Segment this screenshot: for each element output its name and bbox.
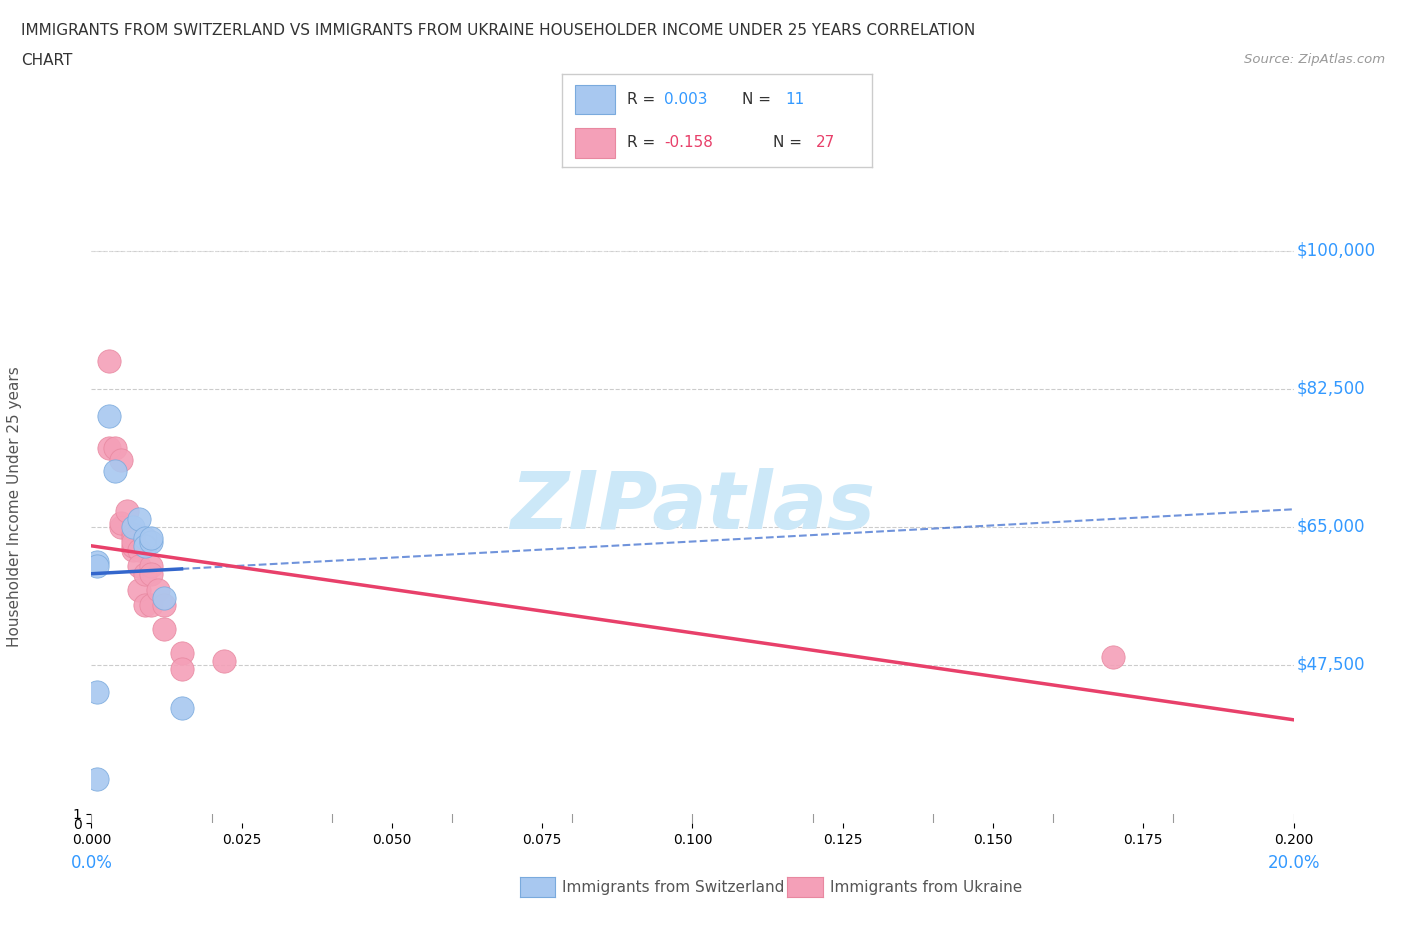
Point bbox=[146, 582, 169, 597]
Point bbox=[141, 566, 163, 581]
Point bbox=[110, 452, 132, 467]
Text: ZIPatlas: ZIPatlas bbox=[510, 468, 875, 546]
Text: R =: R = bbox=[627, 135, 661, 150]
Point bbox=[128, 559, 150, 574]
Text: CHART: CHART bbox=[21, 53, 73, 68]
Text: $47,500: $47,500 bbox=[1296, 656, 1365, 673]
Text: Householder Income Under 25 years: Householder Income Under 25 years bbox=[7, 366, 21, 647]
Text: 0.0%: 0.0% bbox=[70, 854, 112, 871]
Point bbox=[104, 440, 127, 455]
Point bbox=[170, 645, 193, 660]
Point bbox=[134, 538, 156, 553]
Text: 0.003: 0.003 bbox=[665, 92, 709, 107]
Point bbox=[98, 440, 121, 455]
Text: N =: N = bbox=[742, 92, 776, 107]
Text: $100,000: $100,000 bbox=[1296, 242, 1375, 259]
Text: 27: 27 bbox=[815, 135, 835, 150]
Point bbox=[98, 408, 121, 423]
Point bbox=[122, 543, 145, 558]
Point bbox=[152, 591, 174, 605]
Point bbox=[170, 700, 193, 715]
Point bbox=[128, 582, 150, 597]
Point bbox=[86, 559, 108, 574]
Point bbox=[128, 512, 150, 526]
Point bbox=[134, 598, 156, 613]
Text: $82,500: $82,500 bbox=[1296, 379, 1365, 397]
Point bbox=[1102, 649, 1125, 664]
Point bbox=[141, 531, 163, 546]
Point bbox=[86, 554, 108, 569]
Point bbox=[152, 621, 174, 636]
Point bbox=[128, 543, 150, 558]
Point bbox=[122, 535, 145, 550]
Text: -0.158: -0.158 bbox=[665, 135, 713, 150]
Point bbox=[117, 503, 139, 518]
Text: R =: R = bbox=[627, 92, 661, 107]
Bar bbox=[575, 85, 614, 114]
Point bbox=[86, 684, 108, 699]
Text: Immigrants from Ukraine: Immigrants from Ukraine bbox=[830, 880, 1022, 895]
Text: 20.0%: 20.0% bbox=[1267, 854, 1320, 871]
Text: Immigrants from Switzerland: Immigrants from Switzerland bbox=[562, 880, 785, 895]
Point bbox=[141, 535, 163, 550]
Point bbox=[122, 519, 145, 534]
Text: $65,000: $65,000 bbox=[1296, 518, 1365, 536]
Point bbox=[152, 598, 174, 613]
Text: Source: ZipAtlas.com: Source: ZipAtlas.com bbox=[1244, 53, 1385, 66]
Point bbox=[98, 353, 121, 368]
Point bbox=[122, 527, 145, 542]
Text: N =: N = bbox=[773, 135, 807, 150]
Point bbox=[86, 772, 108, 787]
Point bbox=[134, 566, 156, 581]
Text: 11: 11 bbox=[785, 92, 804, 107]
Point bbox=[141, 598, 163, 613]
Point bbox=[122, 538, 145, 553]
Text: IMMIGRANTS FROM SWITZERLAND VS IMMIGRANTS FROM UKRAINE HOUSEHOLDER INCOME UNDER : IMMIGRANTS FROM SWITZERLAND VS IMMIGRANT… bbox=[21, 23, 976, 38]
Point bbox=[110, 515, 132, 530]
Point bbox=[122, 531, 145, 546]
Bar bbox=[575, 128, 614, 158]
Point bbox=[104, 464, 127, 479]
Point bbox=[212, 653, 235, 668]
Point bbox=[141, 559, 163, 574]
Point bbox=[110, 519, 132, 534]
Point bbox=[134, 531, 156, 546]
Point bbox=[170, 661, 193, 676]
